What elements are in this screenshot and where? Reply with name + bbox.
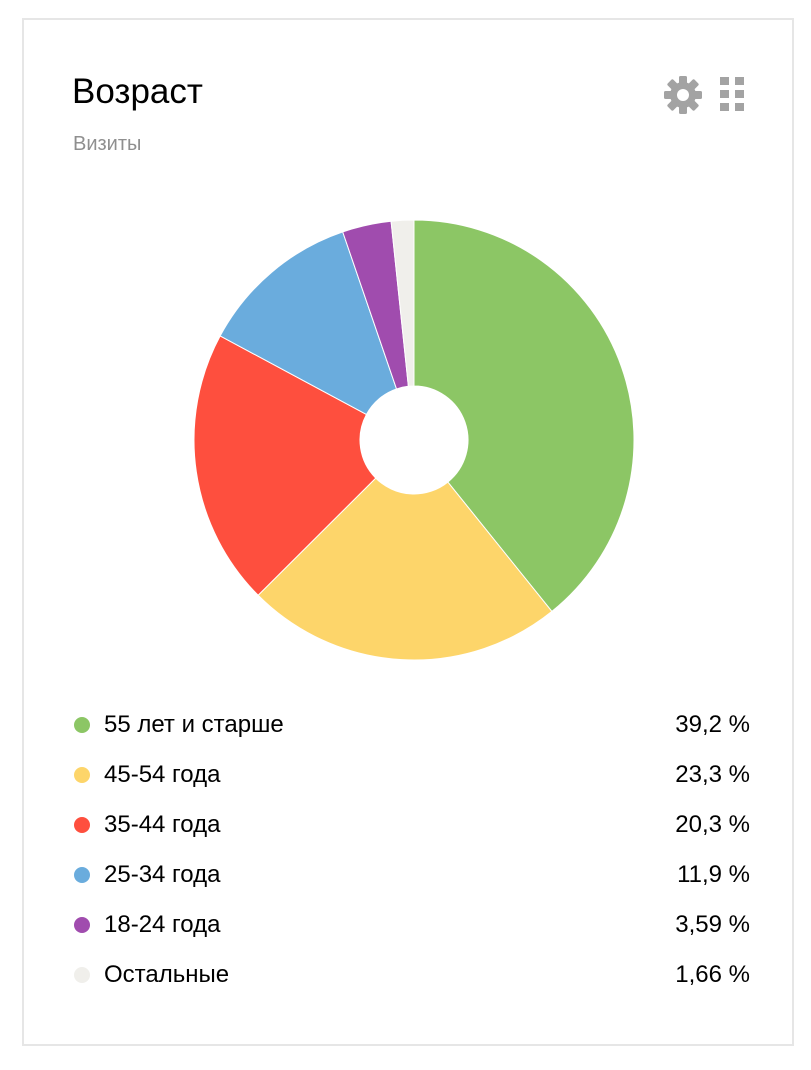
- legend-color-dot: [74, 817, 90, 833]
- legend-value: 23,3 %: [675, 761, 750, 788]
- pie-slice-1[interactable]: [257, 477, 553, 661]
- widget-subtitle: Визиты: [73, 133, 142, 155]
- legend-item[interactable]: 55 лет и старше 39,2 %: [74, 700, 750, 750]
- legend-item[interactable]: 25-34 года 11,9 %: [74, 850, 750, 900]
- drag-handle-icon[interactable]: [720, 77, 746, 113]
- legend-label: 25-34 года: [104, 861, 221, 888]
- legend-color-dot: [74, 967, 90, 983]
- legend-item[interactable]: 35-44 года 20,3 %: [74, 800, 750, 850]
- legend-item[interactable]: 18-24 года 3,59 %: [74, 900, 750, 950]
- legend-color-dot: [74, 767, 90, 783]
- legend-label: 18-24 года: [104, 911, 221, 938]
- legend-label: 35-44 года: [104, 811, 221, 838]
- legend-value: 11,9 %: [677, 861, 750, 888]
- legend-color-dot: [74, 717, 90, 733]
- legend-value: 3,59 %: [675, 911, 750, 938]
- pie-slice-0[interactable]: [413, 219, 635, 613]
- age-widget: Возраст Визиты 55 лет и старше 39,2 % 45-5…: [22, 18, 794, 1046]
- legend-label: 45-54 года: [104, 761, 221, 788]
- legend-label: Остальные: [104, 961, 230, 988]
- legend-item[interactable]: 45-54 года 23,3 %: [74, 750, 750, 800]
- legend-color-dot: [74, 867, 90, 883]
- legend-value: 39,2 %: [675, 711, 750, 738]
- legend-value: 1,66 %: [675, 961, 750, 988]
- legend-value: 20,3 %: [675, 811, 750, 838]
- legend-label: 55 лет и старше: [104, 711, 284, 738]
- pie-slice-5[interactable]: [390, 219, 415, 387]
- pie-slice-3[interactable]: [219, 231, 398, 416]
- gear-icon[interactable]: [661, 73, 705, 117]
- widget-title: Возраст: [72, 72, 203, 111]
- chart-legend: 55 лет и старше 39,2 % 45-54 года 23,3 % 35-…: [74, 700, 750, 1000]
- age-donut-chart: [193, 219, 635, 661]
- pie-slice-2[interactable]: [193, 335, 377, 596]
- legend-color-dot: [74, 917, 90, 933]
- legend-item[interactable]: Остальные 1,66 %: [74, 950, 750, 1000]
